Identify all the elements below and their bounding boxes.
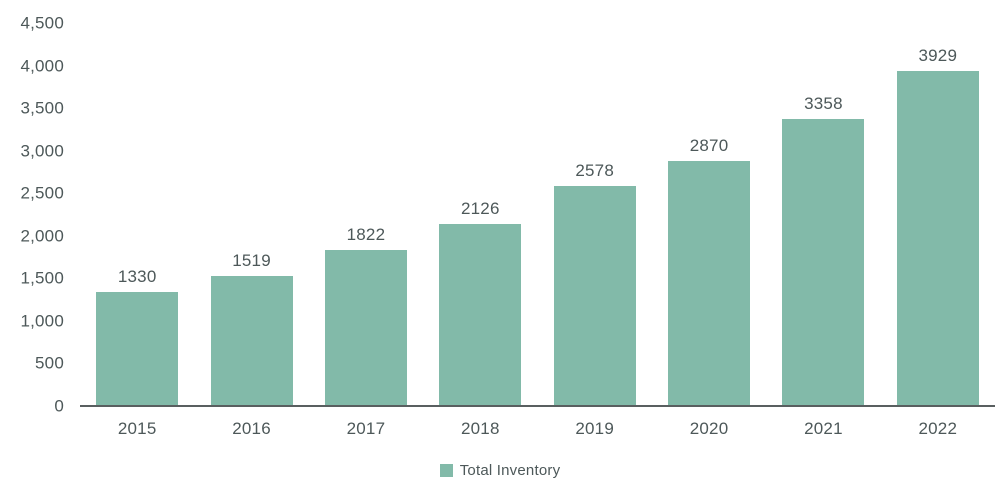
y-axis-tick-label: 4,500 bbox=[20, 13, 64, 33]
bar-group: 1330 bbox=[80, 267, 194, 405]
y-axis-tick-label: 2,000 bbox=[20, 226, 64, 246]
x-axis-tick-label: 2022 bbox=[918, 419, 958, 438]
y-axis-tick-label: 4,000 bbox=[20, 56, 64, 76]
y-axis-tick-label: 2,500 bbox=[20, 183, 64, 203]
bar bbox=[96, 291, 179, 405]
bar-value-label: 1822 bbox=[346, 224, 386, 244]
y-axis-tick-label: 3,000 bbox=[20, 141, 64, 161]
plot-area: 1330 1519 1822 2126 2578 2870 3358 3929 bbox=[80, 22, 995, 405]
bar-group: 1519 bbox=[194, 251, 308, 405]
x-axis-tick-label: 2020 bbox=[689, 419, 729, 438]
bar bbox=[439, 224, 522, 405]
bar-value-label: 2126 bbox=[461, 199, 500, 219]
bar-group: 2578 bbox=[538, 161, 652, 405]
bar-group: 2870 bbox=[652, 136, 766, 405]
bar bbox=[210, 275, 293, 405]
bar-value-label: 1330 bbox=[117, 266, 157, 286]
bar-group: 1822 bbox=[309, 225, 423, 405]
bar bbox=[668, 160, 751, 405]
bar bbox=[324, 249, 407, 405]
legend-label: Total Inventory bbox=[459, 462, 561, 479]
bar-value-label: 3929 bbox=[918, 45, 958, 65]
bar-group: 3358 bbox=[766, 94, 880, 405]
bar-value-label: 2578 bbox=[575, 160, 614, 180]
bar-group: 2126 bbox=[423, 199, 537, 405]
x-axis: 2015 2016 2017 2018 2019 2020 2021 2022 bbox=[80, 419, 995, 439]
bar-group: 3929 bbox=[881, 46, 995, 405]
legend: Total Inventory bbox=[0, 462, 1000, 479]
x-axis-tick-label: 2015 bbox=[117, 419, 157, 438]
x-axis-tick-label: 2016 bbox=[232, 419, 271, 438]
bar-value-label: 3358 bbox=[804, 94, 843, 114]
bar bbox=[553, 185, 636, 405]
x-axis-tick-label: 2018 bbox=[461, 419, 500, 438]
y-axis-tick-label: 500 bbox=[35, 353, 64, 373]
x-axis-tick-label: 2021 bbox=[804, 419, 843, 438]
y-axis-tick-label: 3,500 bbox=[20, 98, 64, 118]
bar-value-label: 1519 bbox=[232, 250, 271, 270]
y-axis-tick-label: 0 bbox=[54, 396, 64, 416]
x-axis-tick-label: 2017 bbox=[346, 419, 386, 438]
y-axis-tick-label: 1,500 bbox=[20, 268, 64, 288]
bar bbox=[896, 70, 979, 405]
x-axis-tick-label: 2019 bbox=[575, 419, 614, 438]
bar-value-label: 2870 bbox=[689, 135, 729, 155]
y-axis-tick-label: 1,000 bbox=[20, 311, 64, 331]
legend-swatch-icon bbox=[439, 464, 453, 477]
bar bbox=[782, 119, 865, 405]
x-axis-line bbox=[80, 405, 995, 407]
